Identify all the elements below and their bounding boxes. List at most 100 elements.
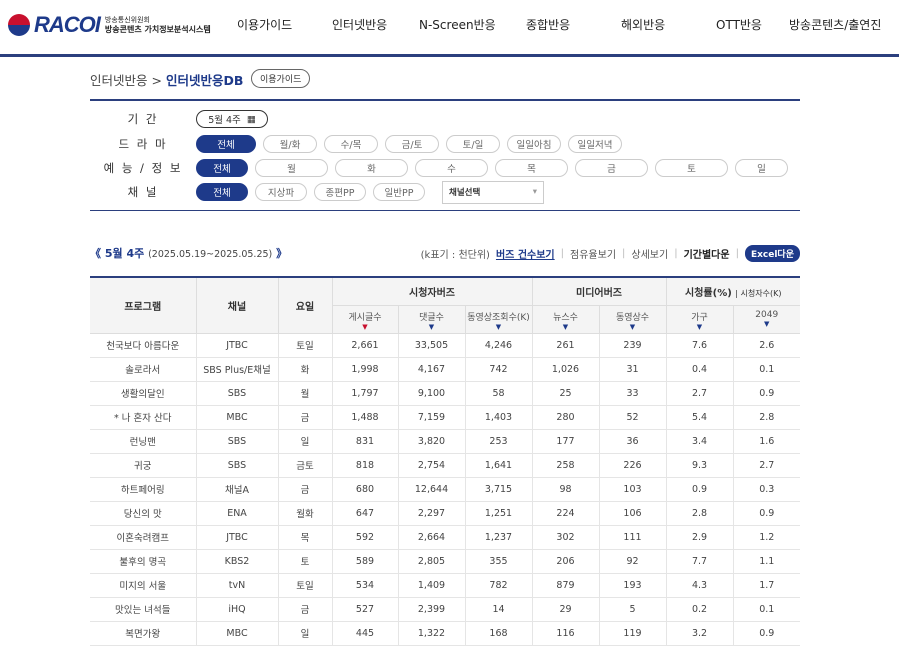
filter-option-variety[interactable]: 토 bbox=[655, 159, 728, 177]
cell: 879 bbox=[531, 572, 600, 598]
nav-internet[interactable]: 인터넷반응 bbox=[332, 18, 388, 32]
detail-view[interactable]: 상세보기 bbox=[631, 250, 669, 261]
cell: 1,641 bbox=[464, 452, 533, 478]
table-row[interactable]: * 나 혼자 산다 MBC 금 1,488 7,159 1,403 280 52 5.4 2.8 bbox=[90, 404, 800, 430]
program-name[interactable]: * 나 혼자 산다 bbox=[90, 404, 197, 430]
filter-option-channel[interactable]: 전체 bbox=[196, 183, 248, 201]
table-row[interactable]: 맛있는 녀석들 iHQ 금 527 2,399 14 29 5 0.2 0.1 bbox=[90, 596, 800, 622]
cell: 302 bbox=[531, 524, 600, 550]
table-row[interactable]: 생활의달인 SBS 월 1,797 9,100 58 25 33 2.7 0.9 bbox=[90, 380, 800, 406]
program-name[interactable]: 생활의달인 bbox=[90, 380, 197, 406]
sort-arrow-icon[interactable]: ▼ bbox=[428, 322, 435, 331]
filter-option-drama[interactable]: 수/목 bbox=[324, 135, 378, 153]
week-label: 5월 4주 bbox=[104, 247, 145, 260]
col-3[interactable]: 뉴스수 ▼ bbox=[531, 304, 600, 334]
table-row[interactable]: 당신의 맛 ENA 월화 647 2,297 1,251 224 106 2.8 0.9 bbox=[90, 500, 800, 526]
cell: 0.1 bbox=[732, 596, 800, 622]
program-name[interactable]: 미지의 서울 bbox=[90, 572, 197, 598]
cell: 0.2 bbox=[665, 596, 734, 622]
table-row[interactable]: 귀궁 SBS 금토 818 2,754 1,641 258 226 9.3 2.7 bbox=[90, 452, 800, 478]
nav-nscreen[interactable]: N-Screen반응 bbox=[419, 18, 496, 32]
channel-select[interactable]: 채널선택 ▾ bbox=[442, 180, 544, 204]
prev-week-button[interactable]: 《 bbox=[90, 247, 101, 260]
cell: KBS2 bbox=[195, 548, 279, 574]
col-6[interactable]: 2049 ▼ bbox=[732, 304, 800, 334]
program-name[interactable]: 당신의 맛 bbox=[90, 500, 197, 526]
filter-option-variety[interactable]: 목 bbox=[495, 159, 568, 177]
cell: 일 bbox=[277, 620, 333, 646]
period-download[interactable]: 기간별다운 bbox=[683, 250, 730, 261]
breadcrumb-parent[interactable]: 인터넷반응 bbox=[90, 73, 148, 88]
program-name[interactable]: 이혼숙려캠프 bbox=[90, 524, 197, 550]
cell: SBS bbox=[195, 452, 279, 478]
nav-total[interactable]: 종합반응 bbox=[526, 18, 571, 32]
table-row[interactable]: 하트페어링 채널A 금 680 12,644 3,715 98 103 0.9 0.3 bbox=[90, 476, 800, 502]
nav-guide[interactable]: 이용가이드 bbox=[237, 18, 293, 32]
filter-option-channel[interactable]: 일반PP bbox=[373, 183, 425, 201]
cell: 금토 bbox=[277, 452, 333, 478]
breadcrumb-sep: > bbox=[151, 73, 162, 88]
filter-option-variety[interactable]: 화 bbox=[335, 159, 408, 177]
program-name[interactable]: 맛있는 녀석들 bbox=[90, 596, 197, 622]
buzz-count-view[interactable]: 버즈 건수보기 bbox=[495, 250, 555, 261]
program-name[interactable]: 불후의 명곡 bbox=[90, 548, 197, 574]
program-name[interactable]: 하트페어링 bbox=[90, 476, 197, 502]
excel-download-button[interactable]: Excel다운 bbox=[744, 245, 800, 262]
sort-arrow-icon[interactable]: ▼ bbox=[362, 322, 368, 331]
filter-option-variety[interactable]: 일 bbox=[735, 159, 788, 177]
calendar-icon: ▦ bbox=[246, 113, 256, 125]
col-2[interactable]: 동영상조회수(K) ▼ bbox=[464, 304, 533, 334]
nav-overseas[interactable]: 해외반응 bbox=[621, 18, 666, 32]
col-4[interactable]: 동영상수 ▼ bbox=[598, 304, 667, 334]
guide-button[interactable]: 이용가이드 bbox=[251, 69, 311, 88]
filter-option-variety[interactable]: 금 bbox=[575, 159, 648, 177]
program-name[interactable]: 런닝맨 bbox=[90, 428, 197, 454]
program-name[interactable]: 천국보다 아름다운 bbox=[90, 332, 197, 358]
col-rating: 시청률(%) | 시청자수(K) bbox=[665, 276, 800, 306]
table-row[interactable]: 복면가왕 MBC 일 445 1,322 168 116 119 3.2 0.9 bbox=[90, 620, 800, 646]
program-name[interactable]: 복면가왕 bbox=[90, 620, 197, 646]
nav-ott[interactable]: OTT반응 bbox=[716, 18, 762, 32]
filter-option-drama[interactable]: 일일아침 bbox=[507, 135, 561, 153]
program-name[interactable]: 솔로라서 bbox=[90, 356, 197, 382]
rating-label: 시청률(%) bbox=[685, 287, 732, 299]
filter-option-variety[interactable]: 전체 bbox=[196, 159, 248, 177]
sort-arrow-icon[interactable]: ▼ bbox=[562, 322, 569, 331]
filter-option-drama[interactable]: 토/일 bbox=[446, 135, 500, 153]
period-picker[interactable]: 5월 4주 ▦ bbox=[196, 110, 268, 128]
table-row[interactable]: 불후의 명곡 KBS2 토 589 2,805 355 206 92 7.7 1.1 bbox=[90, 548, 800, 574]
site-header: RACOI 방송통신위원회 방송콘텐츠 가치정보분석시스템 이용가이드 인터넷반응… bbox=[0, 0, 899, 57]
filter-option-drama[interactable]: 월/화 bbox=[263, 135, 317, 153]
filter-option-variety[interactable]: 수 bbox=[415, 159, 488, 177]
table-row[interactable]: 이혼숙려캠프 JTBC 목 592 2,664 1,237 302 111 2.9 1.2 bbox=[90, 524, 800, 550]
filter-option-variety[interactable]: 월 bbox=[255, 159, 328, 177]
filter-option-drama[interactable]: 금/토 bbox=[385, 135, 439, 153]
cell: 116 bbox=[531, 620, 600, 646]
sort-arrow-icon[interactable]: ▼ bbox=[629, 322, 636, 331]
table-row[interactable]: 솔로라서 SBS Plus/E채널 화 1,998 4,167 742 1,026 31 0.4… bbox=[90, 356, 800, 382]
table-row[interactable]: 천국보다 아름다운 JTBC 토일 2,661 33,505 4,246 261 239 7.6… bbox=[90, 332, 800, 358]
filter-option-channel[interactable]: 종편PP bbox=[314, 183, 366, 201]
cell: 2,661 bbox=[331, 332, 399, 358]
filter-option-channel[interactable]: 지상파 bbox=[255, 183, 307, 201]
table-row[interactable]: 미지의 서울 tvN 토일 534 1,409 782 879 193 4.3 1.7 bbox=[90, 572, 800, 598]
nav-contents[interactable]: 방송콘텐츠/출연진 bbox=[789, 18, 882, 32]
breadcrumb-current: 인터넷반응DB bbox=[165, 73, 244, 88]
col-5[interactable]: 가구 ▼ bbox=[665, 304, 734, 334]
cell: 목 bbox=[277, 524, 333, 550]
filter-option-drama[interactable]: 전체 bbox=[196, 135, 256, 153]
program-name[interactable]: 귀궁 bbox=[90, 452, 197, 478]
cell: 14 bbox=[464, 596, 533, 622]
filter-option-drama[interactable]: 일일저녁 bbox=[568, 135, 622, 153]
cell: 258 bbox=[531, 452, 600, 478]
col-1[interactable]: 댓글수 ▼ bbox=[397, 304, 466, 334]
logo[interactable]: RACOI 방송통신위원회 방송콘텐츠 가치정보분석시스템 bbox=[8, 12, 211, 38]
table-row[interactable]: 런닝맨 SBS 일 831 3,820 253 177 36 3.4 1.6 bbox=[90, 428, 800, 454]
share-view[interactable]: 점유율보기 bbox=[570, 250, 617, 261]
unit-note: (k표기 : 천단위) bbox=[420, 250, 490, 261]
col-0[interactable]: 게시글수 ▼ bbox=[332, 304, 399, 334]
next-week-button[interactable]: 》 bbox=[276, 247, 288, 260]
sort-arrow-icon[interactable]: ▼ bbox=[764, 319, 770, 328]
sort-arrow-icon[interactable]: ▼ bbox=[696, 322, 703, 331]
sort-arrow-icon[interactable]: ▼ bbox=[495, 322, 502, 331]
